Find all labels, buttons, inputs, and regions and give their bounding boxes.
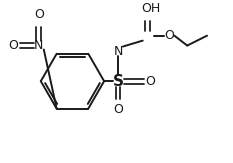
Text: O: O [164, 29, 174, 42]
Text: O: O [113, 103, 123, 116]
Text: O: O [146, 75, 156, 88]
Text: N: N [34, 39, 44, 52]
Text: O: O [34, 8, 44, 21]
Text: N: N [113, 45, 123, 58]
Text: S: S [113, 74, 123, 89]
Text: O: O [8, 39, 18, 52]
Text: OH: OH [141, 2, 160, 15]
